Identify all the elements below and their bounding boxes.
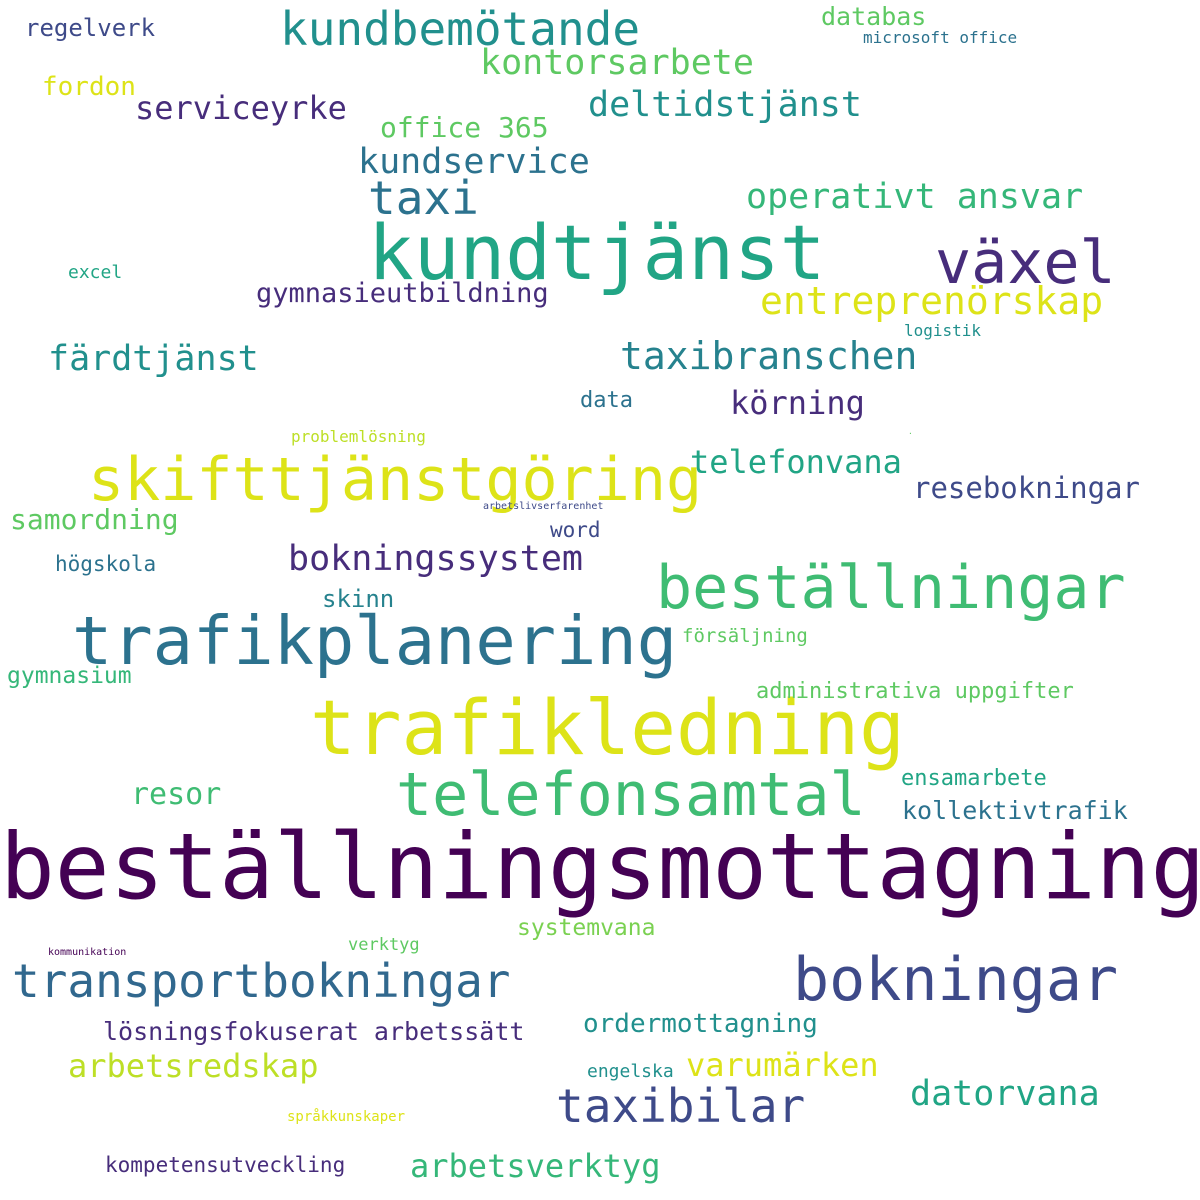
word-kollektivtrafik[interactable]: kollektivtrafik (902, 796, 1128, 825)
word-arbetslivserfarenhet[interactable]: arbetslivserfarenhet (483, 501, 604, 512)
word-taxi[interactable]: taxi (368, 171, 479, 225)
word-fordon[interactable]: fordon (42, 72, 136, 102)
word-tiny[interactable]: · (908, 429, 913, 438)
word-bestallningar[interactable]: beställningar (656, 553, 1126, 623)
word-bokningssystem[interactable]: bokningssystem (288, 539, 584, 579)
word-verktyg[interactable]: verktyg (348, 935, 420, 955)
word-bokningar[interactable]: bokningar (793, 945, 1119, 1015)
word-administrativa-uppgifter[interactable]: administrativa uppgifter (756, 679, 1074, 704)
word-telefonvana[interactable]: telefonvana (690, 443, 902, 481)
word-microsoft-office[interactable]: microsoft office (863, 28, 1018, 47)
word-skinn[interactable]: skinn (322, 585, 395, 613)
word-trafikplanering[interactable]: trafikplanering (72, 602, 678, 680)
word-samordning[interactable]: samordning (10, 503, 179, 536)
word-operativt-ansvar[interactable]: operativt ansvar (746, 177, 1084, 217)
word-data[interactable]: data (580, 388, 633, 413)
word-kundtjanst[interactable]: kundtjänst (368, 208, 826, 297)
word-kommunikation[interactable]: kommunikation (48, 947, 127, 958)
word-ordermottagning[interactable]: ordermottagning (583, 1009, 818, 1039)
word-serviceyrke[interactable]: serviceyrke (135, 89, 347, 127)
word-engelska[interactable]: engelska (587, 1061, 674, 1082)
word-losningsfokuserat-arbetssatt[interactable]: lösningsfokuserat arbetssätt (103, 1017, 525, 1046)
word-datorvana[interactable]: datorvana (910, 1074, 1100, 1114)
word-problemlosning[interactable]: problemlösning (291, 427, 426, 446)
word-deltidstjanst[interactable]: deltidstjänst (588, 85, 862, 125)
word-databas[interactable]: databas (821, 2, 927, 31)
word-logistik[interactable]: logistik (904, 321, 982, 340)
word-trafikledning[interactable]: trafikledning (310, 683, 905, 772)
word-skifttjanstgoring[interactable]: skifttjänstgöring (88, 445, 703, 515)
word-gymnasium[interactable]: gymnasium (7, 663, 132, 689)
word-kontorsarbete[interactable]: kontorsarbete (480, 43, 754, 83)
word-forsaljning[interactable]: försäljning (682, 625, 808, 647)
word-kundservice[interactable]: kundservice (358, 142, 590, 182)
word-hogskola[interactable]: högskola (55, 552, 157, 576)
word-taxibilar[interactable]: taxibilar (556, 1079, 806, 1133)
word-regelverk[interactable]: regelverk (25, 14, 156, 42)
word-varumarken[interactable]: varumärken (686, 1046, 879, 1084)
word-ensamarbete[interactable]: ensamarbete (901, 766, 1047, 791)
word-kompetensutveckling[interactable]: kompetensutveckling (105, 1153, 346, 1177)
word-arbetsredskap[interactable]: arbetsredskap (68, 1047, 319, 1085)
word-transportbokningar[interactable]: transportbokningar (12, 954, 511, 1008)
word-systemvana[interactable]: systemvana (517, 915, 656, 941)
word-resebokningar[interactable]: resebokningar (913, 471, 1140, 505)
word-telefonsamtal[interactable]: telefonsamtal (396, 760, 866, 830)
word-excel[interactable]: excel (68, 262, 123, 283)
word-fardtjanst[interactable]: färdtjänst (48, 339, 259, 379)
word-entreprenorskap[interactable]: entreprenörskap (760, 279, 1104, 323)
word-bestallningsmottagning[interactable]: beställningsmottagning (0, 815, 1200, 920)
word-taxibranschen[interactable]: taxibranschen (620, 334, 918, 378)
word-kundbemotande[interactable]: kundbemötande (280, 2, 641, 56)
word-gymnasieutbildning[interactable]: gymnasieutbildning (256, 278, 549, 309)
word-arbetsverktyg[interactable]: arbetsverktyg (410, 1147, 661, 1185)
word-korning[interactable]: körning (730, 384, 865, 422)
word-office-365[interactable]: office 365 (380, 111, 549, 144)
word-sprakkunskaper[interactable]: språkkunskaper (287, 1109, 406, 1125)
word-word[interactable]: word (550, 518, 601, 542)
word-resor[interactable]: resor (131, 777, 222, 812)
word-vaxel[interactable]: växel (935, 228, 1116, 298)
